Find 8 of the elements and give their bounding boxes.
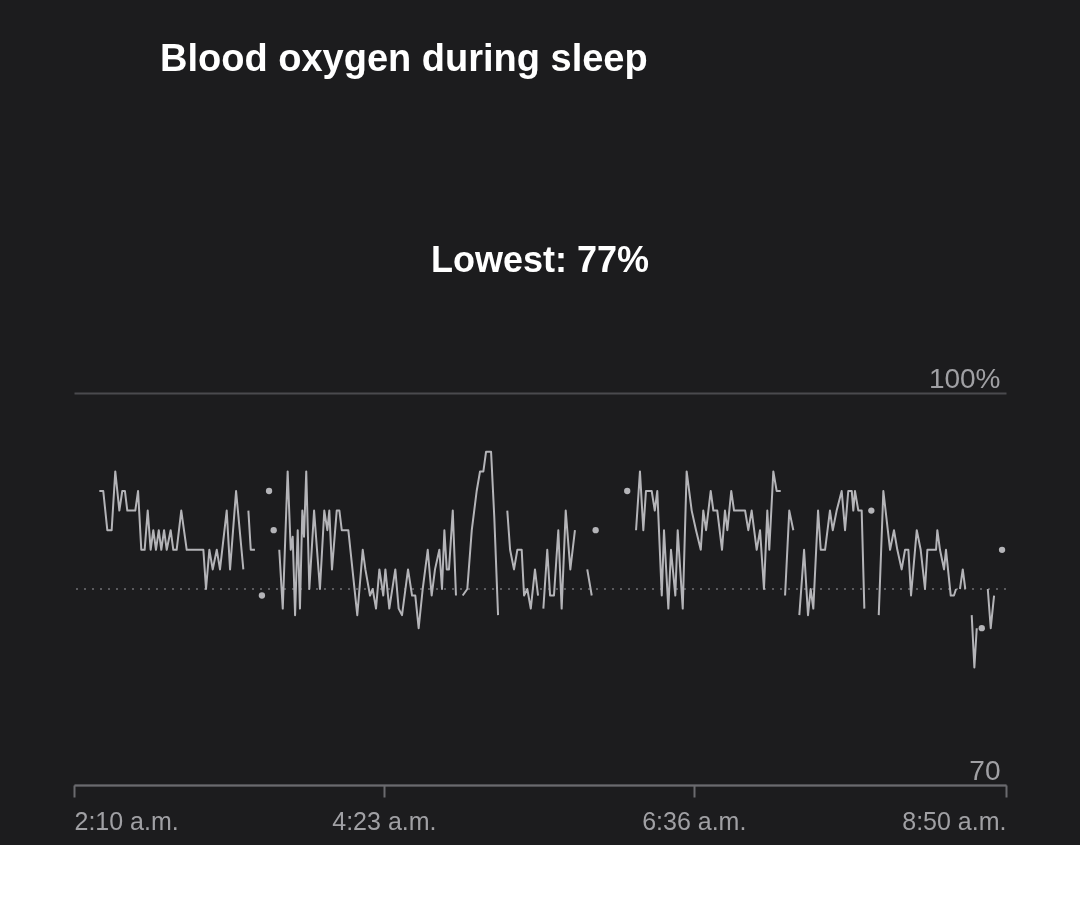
chart-subtitle: Lowest: 77% [430,239,650,280]
chart-title: Blood oxygen during sleep [160,37,648,79]
x-tick-label: 6:36 a.m. [642,806,747,835]
y-tick-label: 100% [928,362,1001,394]
x-tick-label: 2:10 a.m. [74,806,179,835]
y-tick-label: 70 [969,754,1001,786]
x-tick-label: 4:23 a.m. [332,806,437,835]
x-tick-label: 8:50 a.m. [902,806,1007,835]
